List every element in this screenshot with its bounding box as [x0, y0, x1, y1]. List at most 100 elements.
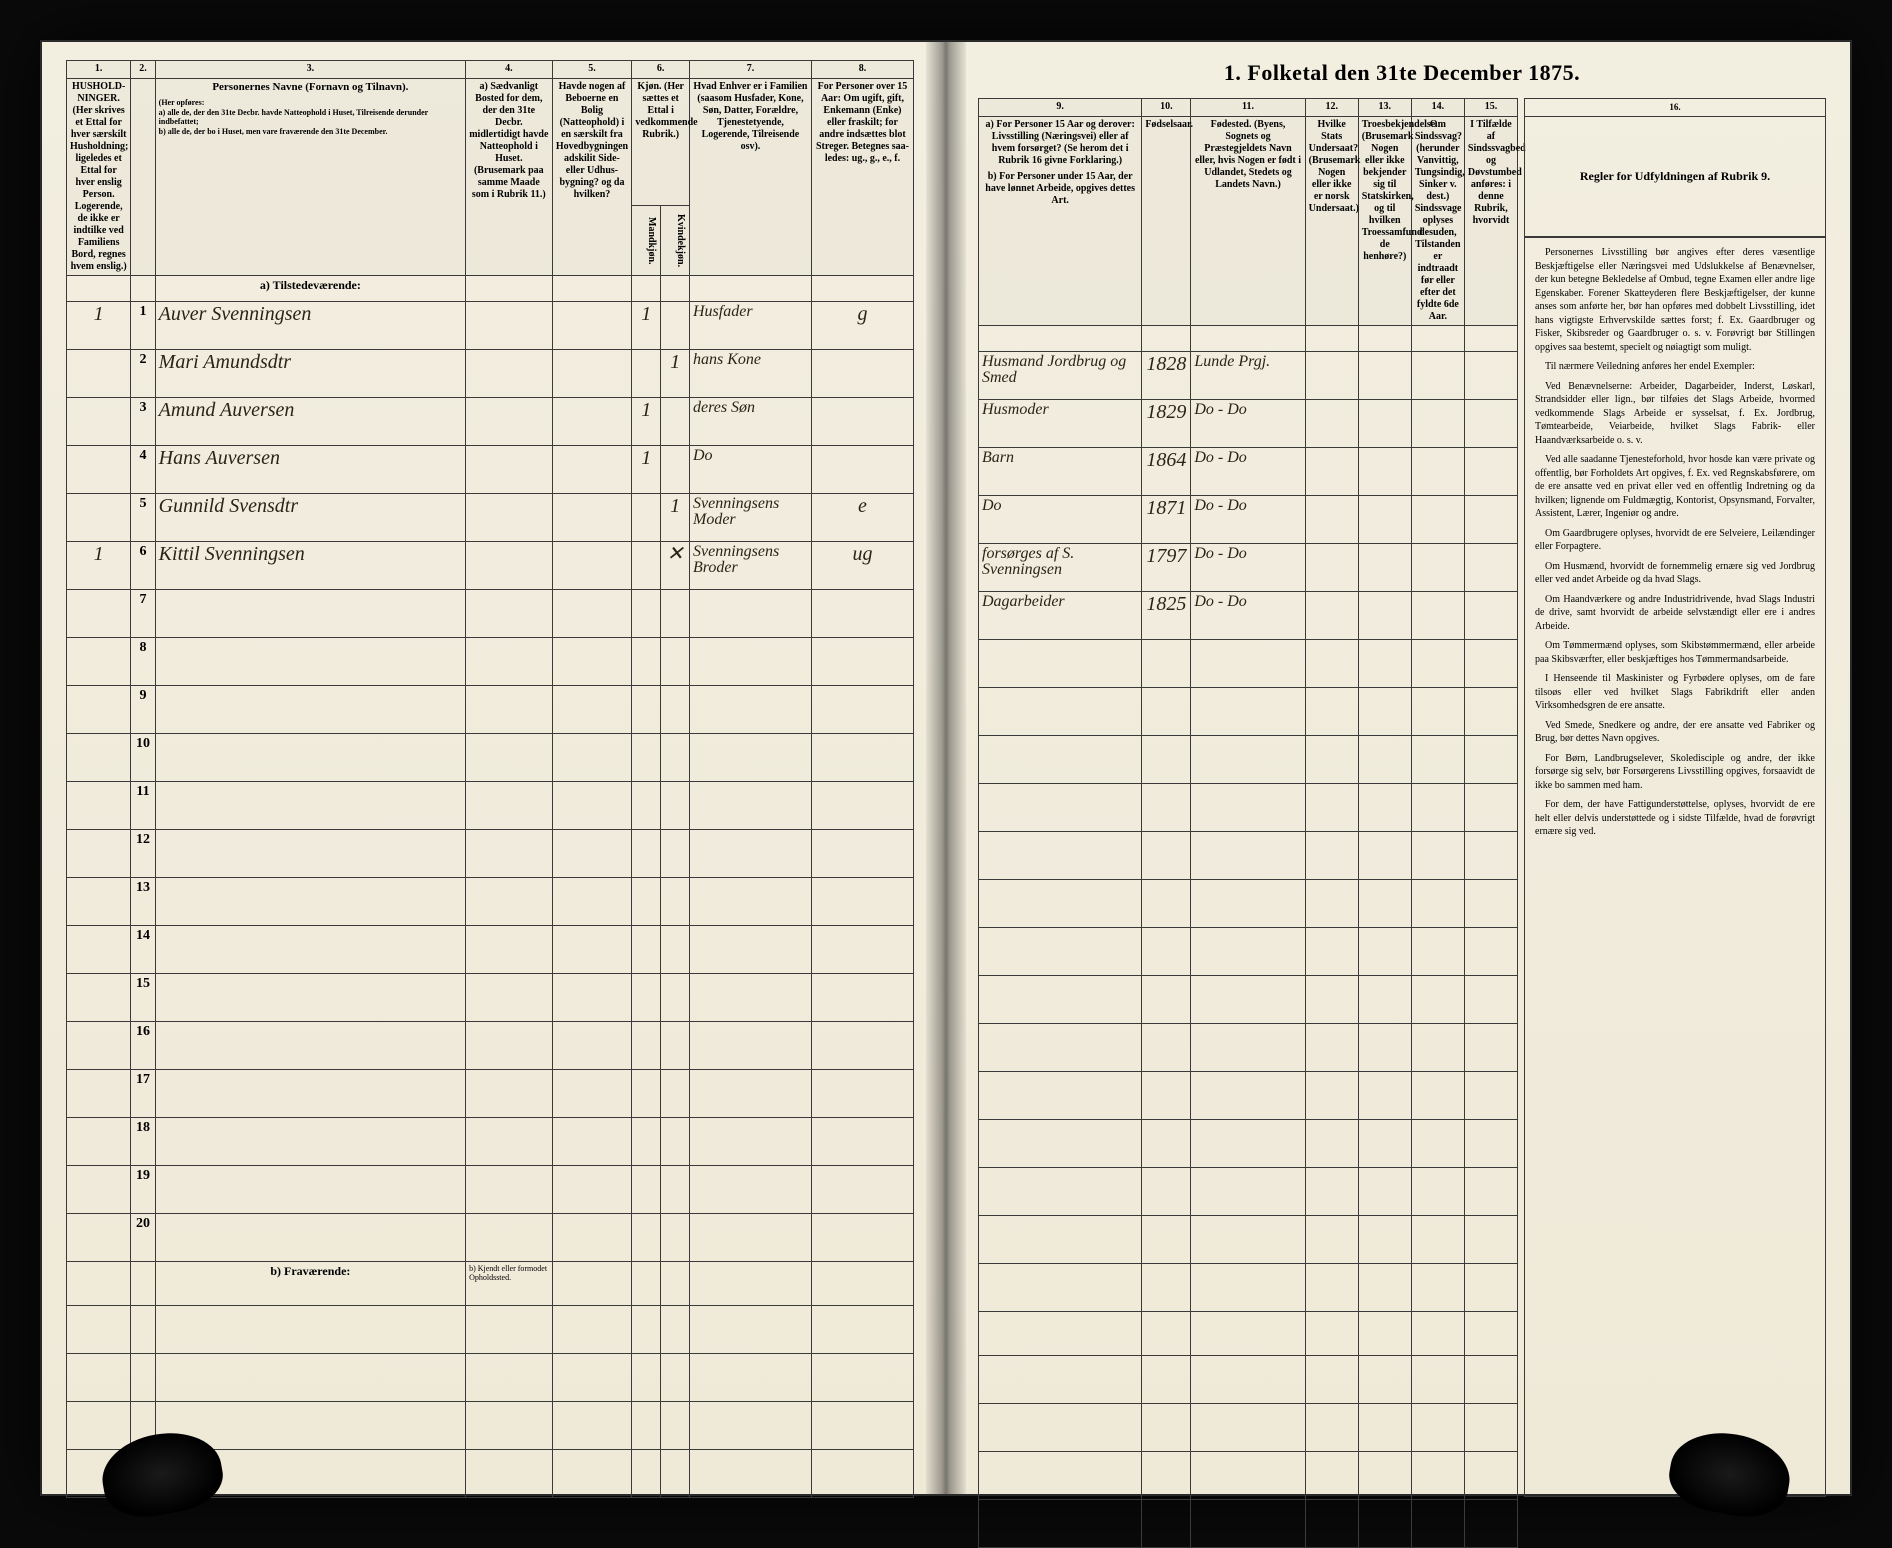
table-row — [979, 688, 1518, 736]
table-row — [979, 1168, 1518, 1216]
col-12: 12. — [1305, 99, 1358, 117]
table-row: 11 — [67, 782, 914, 830]
col-5: 5. — [552, 61, 632, 79]
right-page: 1. Folketal den 31te December 1875. 9. 1… — [938, 42, 1850, 1494]
table-row — [979, 1024, 1518, 1072]
h3-sub: (Her opføres: a) alle de, der den 31te D… — [159, 98, 462, 136]
table-row: 9 — [67, 686, 914, 734]
table-row — [979, 1500, 1518, 1548]
h13: Troesbekjendelse. (Brusemark Nogen eller… — [1358, 117, 1411, 326]
table-row — [979, 736, 1518, 784]
table-row: 16 — [67, 1022, 914, 1070]
instr-p11: For Børn, Landbrugselever, Skoledisciple… — [1535, 752, 1815, 793]
table-row — [979, 784, 1518, 832]
table-row: Husmoder 1829 Do - Do — [979, 400, 1518, 448]
col-10: 10. — [1142, 99, 1191, 117]
instr-p1: Personernes Livsstilling bør angives eft… — [1535, 246, 1815, 354]
table-row: 7 — [67, 590, 914, 638]
h16: Regler for Udfyldningen af Rubrik 9. — [1525, 117, 1826, 237]
table-row: 20 — [67, 1214, 914, 1262]
table-row — [979, 1120, 1518, 1168]
col-13: 13. — [1358, 99, 1411, 117]
col-1: 1. — [67, 61, 131, 79]
col-11: 11. — [1191, 99, 1305, 117]
h1: HUSHOLD-NINGER. (Her skrives et Ettal fo… — [67, 79, 131, 276]
table-row: 19 — [67, 1166, 914, 1214]
table-row: 13 — [67, 878, 914, 926]
table-row — [979, 1404, 1518, 1452]
table-row: Dagarbeider 1825 Do - Do — [979, 592, 1518, 640]
table-row: 15 — [67, 974, 914, 1022]
h8: For Personer over 15 Aar: Om ugift, gift… — [811, 79, 913, 276]
instr-p10: Ved Smede, Snedkere og andre, der ere an… — [1535, 719, 1815, 746]
h9b: b) For Personer under 15 Aar, der have l… — [982, 171, 1138, 207]
table-row: 1 1 Auver Svenningsen 1 Husfader g — [67, 302, 914, 350]
h5: Havde nogen af Beboerne en Bolig (Natteo… — [552, 79, 632, 276]
instr-p9: I Henseende til Maskinister og Fyrbødere… — [1535, 672, 1815, 713]
census-table-left: 1. 2. 3. 4. 5. 6. 7. 8. HUSHOLD-NINGER. … — [66, 60, 914, 1498]
h14: Om Sindssvag? (herunder Vanvittig, Tungs… — [1411, 117, 1464, 326]
instr-p8: Om Tømmermænd oplyses, som Skibstømmermæ… — [1535, 639, 1815, 666]
book-gutter — [926, 42, 966, 1494]
h9a: a) For Personer 15 Aar og derover: Livss… — [982, 119, 1138, 167]
table-row — [979, 1216, 1518, 1264]
h6b: Kvindekjøn. — [661, 206, 690, 276]
table-row — [979, 640, 1518, 688]
census-book-spread: 1. 2. 3. 4. 5. 6. 7. 8. HUSHOLD-NINGER. … — [40, 40, 1852, 1496]
col-14: 14. — [1411, 99, 1464, 117]
instructions-panel: Personernes Livsstilling bør angives eft… — [1524, 237, 1826, 1497]
col-4: 4. — [466, 61, 552, 79]
left-page: 1. 2. 3. 4. 5. 6. 7. 8. HUSHOLD-NINGER. … — [42, 42, 938, 1494]
table-row — [979, 1072, 1518, 1120]
table-row — [979, 928, 1518, 976]
page-title: 1. Folketal den 31te December 1875. — [978, 60, 1826, 86]
table-row: forsørges af S. Svenningsen 1797 Do - Do — [979, 544, 1518, 592]
col-8: 8. — [811, 61, 913, 79]
instr-p5: Om Gaardbrugere oplyses, hvorvidt de ere… — [1535, 527, 1815, 554]
col-16: 16. — [1525, 99, 1826, 117]
h15: I Tilfælde af Sindssvagbed og Døvstumbed… — [1464, 117, 1517, 326]
h6: Kjøn. (Her sættes et Ettal i vedkommende… — [632, 79, 690, 206]
col16-header: 16. Regler for Udfyldningen af Rubrik 9. — [1524, 98, 1826, 237]
h9: a) For Personer 15 Aar og derover: Livss… — [979, 117, 1142, 326]
table-row: 14 — [67, 926, 914, 974]
instr-p12: For dem, der have Fattigunderstøttelse, … — [1535, 798, 1815, 839]
table-row — [979, 976, 1518, 1024]
table-row — [979, 1356, 1518, 1404]
col-3: 3. — [155, 61, 465, 79]
col-2: 2. — [131, 61, 155, 79]
table-row: 1 6 Kittil Svenningsen ✕ Svenningsens Br… — [67, 542, 914, 590]
table-row — [67, 1354, 914, 1402]
table-row: Barn 1864 Do - Do — [979, 448, 1518, 496]
h4: a) Sædvanligt Bosted for dem, der den 31… — [466, 79, 552, 276]
table-row: 8 — [67, 638, 914, 686]
instr-p4: Ved alle saadanne Tjenesteforhold, hvor … — [1535, 453, 1815, 521]
col-15: 15. — [1464, 99, 1517, 117]
h11: Fødested. (Byens, Sognets og Præstegjeld… — [1191, 117, 1305, 326]
table-row: 2 Mari Amundsdtr 1 hans Kone — [67, 350, 914, 398]
table-row — [67, 1306, 914, 1354]
table-row — [979, 832, 1518, 880]
instr-p3: Ved Benævnelserne: Arbeider, Dagarbeider… — [1535, 380, 1815, 448]
table-row: 10 — [67, 734, 914, 782]
col-7: 7. — [689, 61, 811, 79]
table-row: Do 1871 Do - Do — [979, 496, 1518, 544]
table-row — [979, 880, 1518, 928]
section-a-label: a) Tilstedeværende: — [155, 276, 465, 302]
table-row: 18 — [67, 1118, 914, 1166]
table-row: 12 — [67, 830, 914, 878]
h6a: Mandkjøn. — [632, 206, 661, 276]
col-6: 6. — [632, 61, 690, 79]
h3-title: Personernes Navne (Fornavn og Tilnavn). — [159, 81, 462, 94]
table-row — [979, 1264, 1518, 1312]
table-row: 3 Amund Auversen 1 deres Søn — [67, 398, 914, 446]
table-row: 5 Gunnild Svensdtr 1 Svenningsens Moder … — [67, 494, 914, 542]
table-row: 4 Hans Auversen 1 Do — [67, 446, 914, 494]
table-row — [979, 1452, 1518, 1500]
instr-p7: Om Haandværkere og andre Industridrivend… — [1535, 593, 1815, 634]
section-b-label: b) Fraværende: — [155, 1262, 465, 1306]
h2 — [131, 79, 155, 276]
table-row: 17 — [67, 1070, 914, 1118]
instr-p6: Om Husmænd, hvorvidt de fornemmelig ernæ… — [1535, 560, 1815, 587]
col-9: 9. — [979, 99, 1142, 117]
